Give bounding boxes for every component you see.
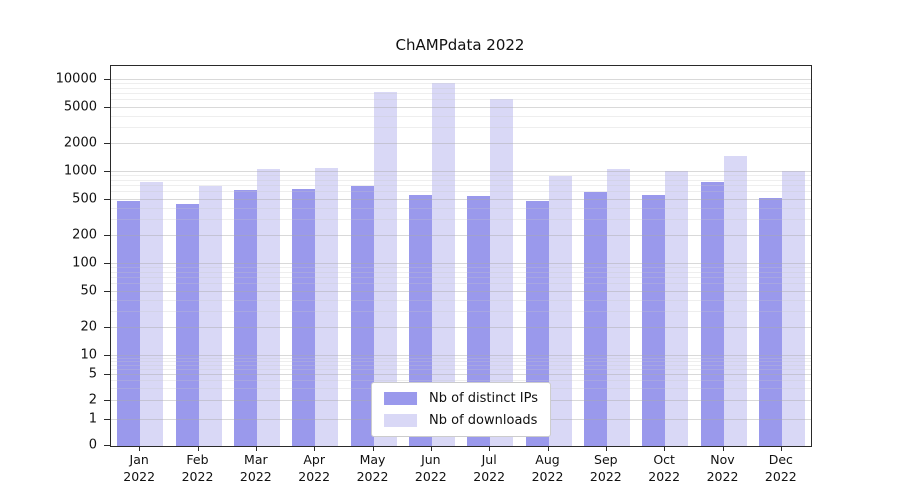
bar-distinct-ips (758, 198, 782, 446)
y-tick-label: 5 (88, 366, 97, 382)
chart-title: ChAMPdata 2022 (395, 36, 525, 54)
bar-downloads (548, 176, 572, 446)
bar-downloads (198, 186, 222, 446)
y-tick-label: 50 (80, 283, 97, 299)
bar-distinct-ips (117, 201, 141, 446)
x-tick-label: Mar 2022 (239, 452, 272, 484)
bar-downloads (256, 168, 280, 446)
legend-label-distinct-ips: Nb of distinct IPs (429, 391, 538, 406)
bar-downloads (781, 171, 805, 446)
y-tick-label: 0 (88, 437, 97, 453)
bar-distinct-ips (175, 203, 199, 446)
x-tick-label: Aug 2022 (531, 452, 564, 484)
bar-downloads (606, 168, 630, 446)
plot-area: Nb of distinct IPs Nb of downloads (110, 65, 812, 447)
legend-item-distinct-ips: Nb of distinct IPs (384, 391, 538, 406)
y-axis: 0 1 2 5 10 20 50 100 200 500 1000 2000 5000 10000 (0, 65, 110, 453)
x-tick-label: Jul 2022 (473, 452, 506, 484)
y-tick-label: 5000 (63, 99, 97, 115)
bar-downloads (140, 181, 164, 446)
bar-distinct-ips (700, 181, 724, 446)
y-tick-label: 500 (72, 191, 97, 207)
bar-distinct-ips (642, 195, 666, 446)
x-tick-label: May 2022 (356, 452, 389, 484)
x-tick-label: Nov 2022 (706, 452, 739, 484)
y-tick-label: 20 (80, 319, 97, 335)
y-tick-label: 200 (72, 227, 97, 243)
bar-downloads (373, 91, 397, 446)
bar-distinct-ips (350, 186, 374, 446)
bar-downloads (723, 156, 747, 446)
x-tick-label: Jun 2022 (414, 452, 447, 484)
x-axis: Jan 2022 Feb 2022 Mar 2022 Apr 2022 May 2022 Jun 20… (110, 452, 810, 496)
x-tick-label: Dec 2022 (764, 452, 797, 484)
legend-swatch-distinct-ips (384, 392, 418, 405)
legend-swatch-downloads (384, 414, 418, 427)
y-tick-label: 10000 (55, 71, 97, 87)
y-tick-label: 1 (88, 411, 97, 427)
bar-distinct-ips (583, 191, 607, 446)
y-tick-label: 2000 (63, 135, 97, 151)
bar-downloads (315, 168, 339, 446)
legend-label-downloads: Nb of downloads (429, 413, 538, 428)
y-tick-label: 10 (80, 347, 97, 363)
x-tick-label: Jan 2022 (123, 452, 156, 484)
y-tick-label: 100 (72, 255, 97, 271)
bar-downloads (490, 99, 514, 446)
legend-item-downloads: Nb of downloads (384, 413, 538, 428)
bar-downloads (665, 171, 689, 446)
bar-downloads (431, 83, 455, 446)
x-tick-label: Sep 2022 (589, 452, 622, 484)
x-tick-label: Oct 2022 (648, 452, 681, 484)
y-tick-label: 2 (88, 392, 97, 408)
x-tick-label: Feb 2022 (181, 452, 214, 484)
x-tick-label: Apr 2022 (298, 452, 331, 484)
bar-distinct-ips (233, 189, 257, 446)
bar-distinct-ips (292, 189, 316, 446)
legend: Nb of distinct IPs Nb of downloads (371, 382, 551, 437)
y-tick-label: 1000 (63, 163, 97, 179)
